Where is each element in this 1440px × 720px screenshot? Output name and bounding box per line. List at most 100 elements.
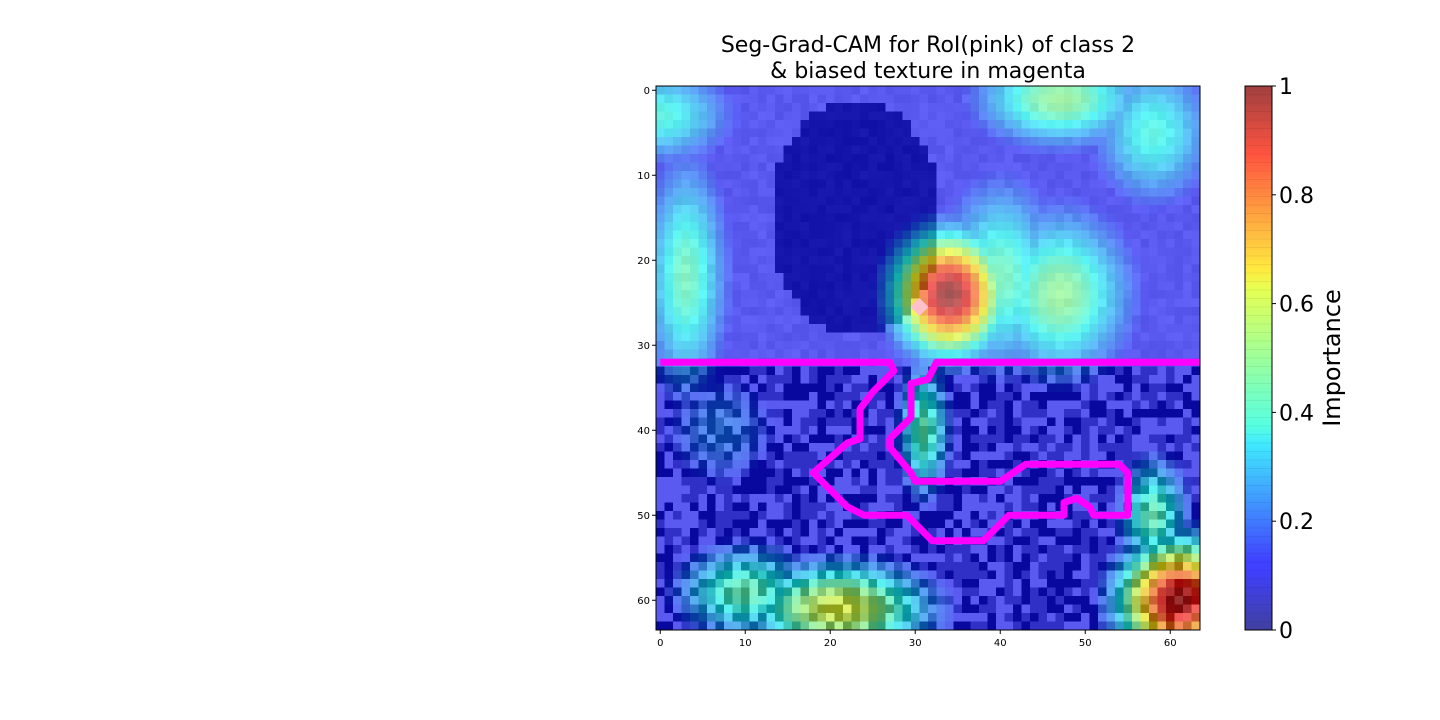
- heatmap-cell: [1157, 222, 1167, 231]
- heatmap-cell: [1123, 604, 1133, 614]
- heatmap-cell: [945, 494, 954, 503]
- heatmap-cell: [1072, 562, 1082, 571]
- heatmap-cell: [1149, 587, 1158, 597]
- heatmap-cell: [962, 587, 971, 597]
- heatmap-cell: [1191, 494, 1200, 503]
- heatmap-cell: [1038, 205, 1048, 214]
- heatmap-cell: [979, 154, 988, 163]
- heatmap-cell: [868, 613, 878, 622]
- heatmap-cell: [1021, 94, 1031, 104]
- heatmap-cell: [860, 154, 869, 163]
- heatmap-cell: [690, 307, 699, 316]
- heatmap-cell: [996, 587, 1005, 597]
- heatmap-cell: [656, 213, 665, 223]
- heatmap-cell: [724, 341, 733, 350]
- heatmap-cell: [690, 468, 699, 478]
- heatmap-cell: [1115, 307, 1124, 316]
- heatmap-cell: [1072, 281, 1082, 291]
- heatmap-cell: [1055, 273, 1065, 282]
- heatmap-cell: [1157, 587, 1167, 597]
- heatmap-cell: [1021, 443, 1031, 452]
- heatmap-cell: [1115, 281, 1124, 291]
- heatmap-cell: [1183, 154, 1192, 163]
- heatmap-cell: [894, 562, 903, 571]
- heatmap-cell: [664, 290, 674, 299]
- heatmap-cell: [826, 298, 835, 308]
- heatmap-cell: [970, 230, 980, 240]
- heatmap-cell: [894, 171, 903, 180]
- heatmap-cell: [758, 596, 767, 605]
- heatmap-cell: [758, 477, 767, 486]
- heatmap-cell: [741, 298, 750, 308]
- heatmap-cell: [698, 511, 708, 520]
- heatmap-cell: [1089, 120, 1099, 129]
- heatmap-cell: [877, 281, 886, 291]
- heatmap-cell: [860, 596, 869, 605]
- heatmap-cell: [1166, 613, 1175, 622]
- heatmap-cell: [707, 451, 716, 461]
- heatmap-cell: [885, 137, 895, 146]
- heatmap-cell: [1038, 86, 1048, 95]
- heatmap-cell: [1072, 553, 1082, 563]
- heatmap-cell: [809, 426, 818, 435]
- heatmap-cell: [928, 239, 937, 248]
- heatmap-cell: [1098, 256, 1107, 265]
- y-tick-label: 50: [637, 511, 650, 522]
- heatmap-cell: [664, 426, 674, 435]
- heatmap-cell: [851, 570, 861, 580]
- colorbar-tick-label: 0.8: [1279, 184, 1314, 209]
- heatmap-cell: [962, 349, 971, 359]
- heatmap-cell: [698, 103, 708, 112]
- heatmap-cell: [1072, 290, 1082, 299]
- heatmap-cell: [1149, 511, 1158, 520]
- heatmap-cell: [919, 273, 929, 282]
- heatmap-cell: [1166, 94, 1175, 104]
- heatmap-cell: [1021, 613, 1031, 622]
- heatmap-cell: [1174, 137, 1184, 146]
- heatmap-cell: [741, 179, 750, 189]
- heatmap-cell: [1004, 341, 1014, 350]
- heatmap-cell: [809, 383, 818, 393]
- heatmap-cell: [1030, 315, 1039, 325]
- heatmap-cell: [945, 545, 954, 554]
- heatmap-cell: [953, 366, 963, 376]
- heatmap-cell: [911, 502, 920, 512]
- heatmap-cell: [868, 621, 878, 630]
- heatmap-cell: [902, 188, 912, 197]
- heatmap-cell: [826, 111, 835, 121]
- heatmap-cell: [809, 222, 818, 231]
- heatmap-cell: [826, 315, 835, 325]
- heatmap-cell: [800, 528, 810, 537]
- heatmap-cell: [690, 128, 699, 138]
- heatmap-cell: [1047, 188, 1056, 197]
- heatmap-cell: [877, 426, 886, 435]
- heatmap-cell: [1140, 519, 1150, 529]
- heatmap-cell: [1132, 511, 1141, 520]
- heatmap-cell: [758, 349, 767, 359]
- heatmap-cell: [894, 205, 903, 214]
- heatmap-cell: [860, 230, 869, 240]
- heatmap-cell: [1191, 392, 1200, 401]
- heatmap-cell: [1106, 179, 1116, 189]
- heatmap-cell: [775, 324, 784, 333]
- heatmap-cell: [783, 545, 793, 554]
- heatmap-cell: [749, 562, 759, 571]
- heatmap-cell: [911, 468, 920, 478]
- heatmap-cell: [1013, 162, 1022, 172]
- heatmap-cell: [851, 596, 861, 605]
- heatmap-cell: [1157, 128, 1167, 138]
- heatmap-cell: [928, 604, 937, 614]
- heatmap-cell: [724, 171, 733, 180]
- heatmap-cell: [987, 103, 997, 112]
- heatmap-cell: [724, 230, 733, 240]
- heatmap-cell: [792, 162, 801, 172]
- heatmap-cell: [843, 298, 852, 308]
- heatmap-cell: [979, 375, 988, 384]
- heatmap-cell: [860, 409, 869, 418]
- heatmap-cell: [962, 256, 971, 265]
- heatmap-cell: [1115, 383, 1124, 393]
- heatmap-cell: [970, 247, 980, 257]
- heatmap-cell: [1064, 213, 1073, 223]
- heatmap-cell: [1157, 596, 1167, 605]
- heatmap-cell: [1106, 443, 1116, 452]
